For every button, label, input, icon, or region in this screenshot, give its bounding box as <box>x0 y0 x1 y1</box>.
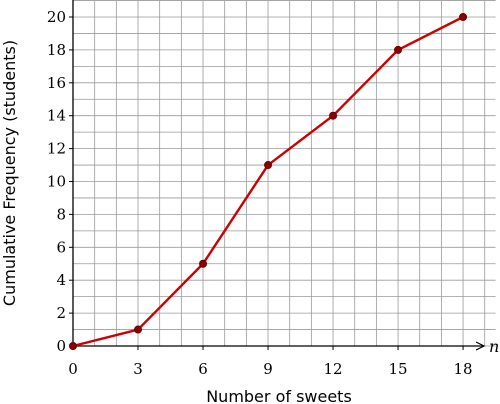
data-point <box>69 341 78 350</box>
axes <box>72 0 484 346</box>
y-tick-label: 6 <box>56 238 66 256</box>
x-axis-title: Number of sweets <box>206 387 352 404</box>
y-tick-label: 8 <box>56 205 66 223</box>
y-tick-label: 10 <box>47 173 66 191</box>
tick-labels: 0 3 6 9 12 15 18 0 2 4 6 8 10 12 14 16 18 20 <box>47 8 473 378</box>
grid <box>72 0 496 347</box>
x-tick-label: 12 <box>323 360 342 378</box>
x-tick-label: 9 <box>263 360 273 378</box>
y-axis-title: Cumulative Frequency (students) <box>0 40 19 306</box>
x-tick-label: 18 <box>454 360 473 378</box>
y-tick-label: 18 <box>47 41 66 59</box>
data-point <box>394 45 403 54</box>
y-tick-label: 4 <box>56 271 66 289</box>
y-tick-label: 14 <box>47 107 66 125</box>
x-tick-label: 15 <box>389 360 408 378</box>
series-group <box>69 12 468 350</box>
x-tick-label: 0 <box>68 360 78 378</box>
x-tick-label: 3 <box>133 360 143 378</box>
y-tick-label: 2 <box>56 304 66 322</box>
data-point <box>459 12 468 21</box>
y-tick-label: 16 <box>47 74 66 92</box>
y-tick-label: 0 <box>56 337 66 355</box>
x-axis-variable-label: n <box>489 337 499 356</box>
data-point <box>199 259 208 268</box>
x-tick-label: 6 <box>198 360 208 378</box>
data-point <box>134 325 143 334</box>
y-tick-label: 20 <box>47 8 66 26</box>
data-point <box>329 111 338 120</box>
y-tick-label: 12 <box>47 140 66 158</box>
data-point <box>264 161 273 170</box>
